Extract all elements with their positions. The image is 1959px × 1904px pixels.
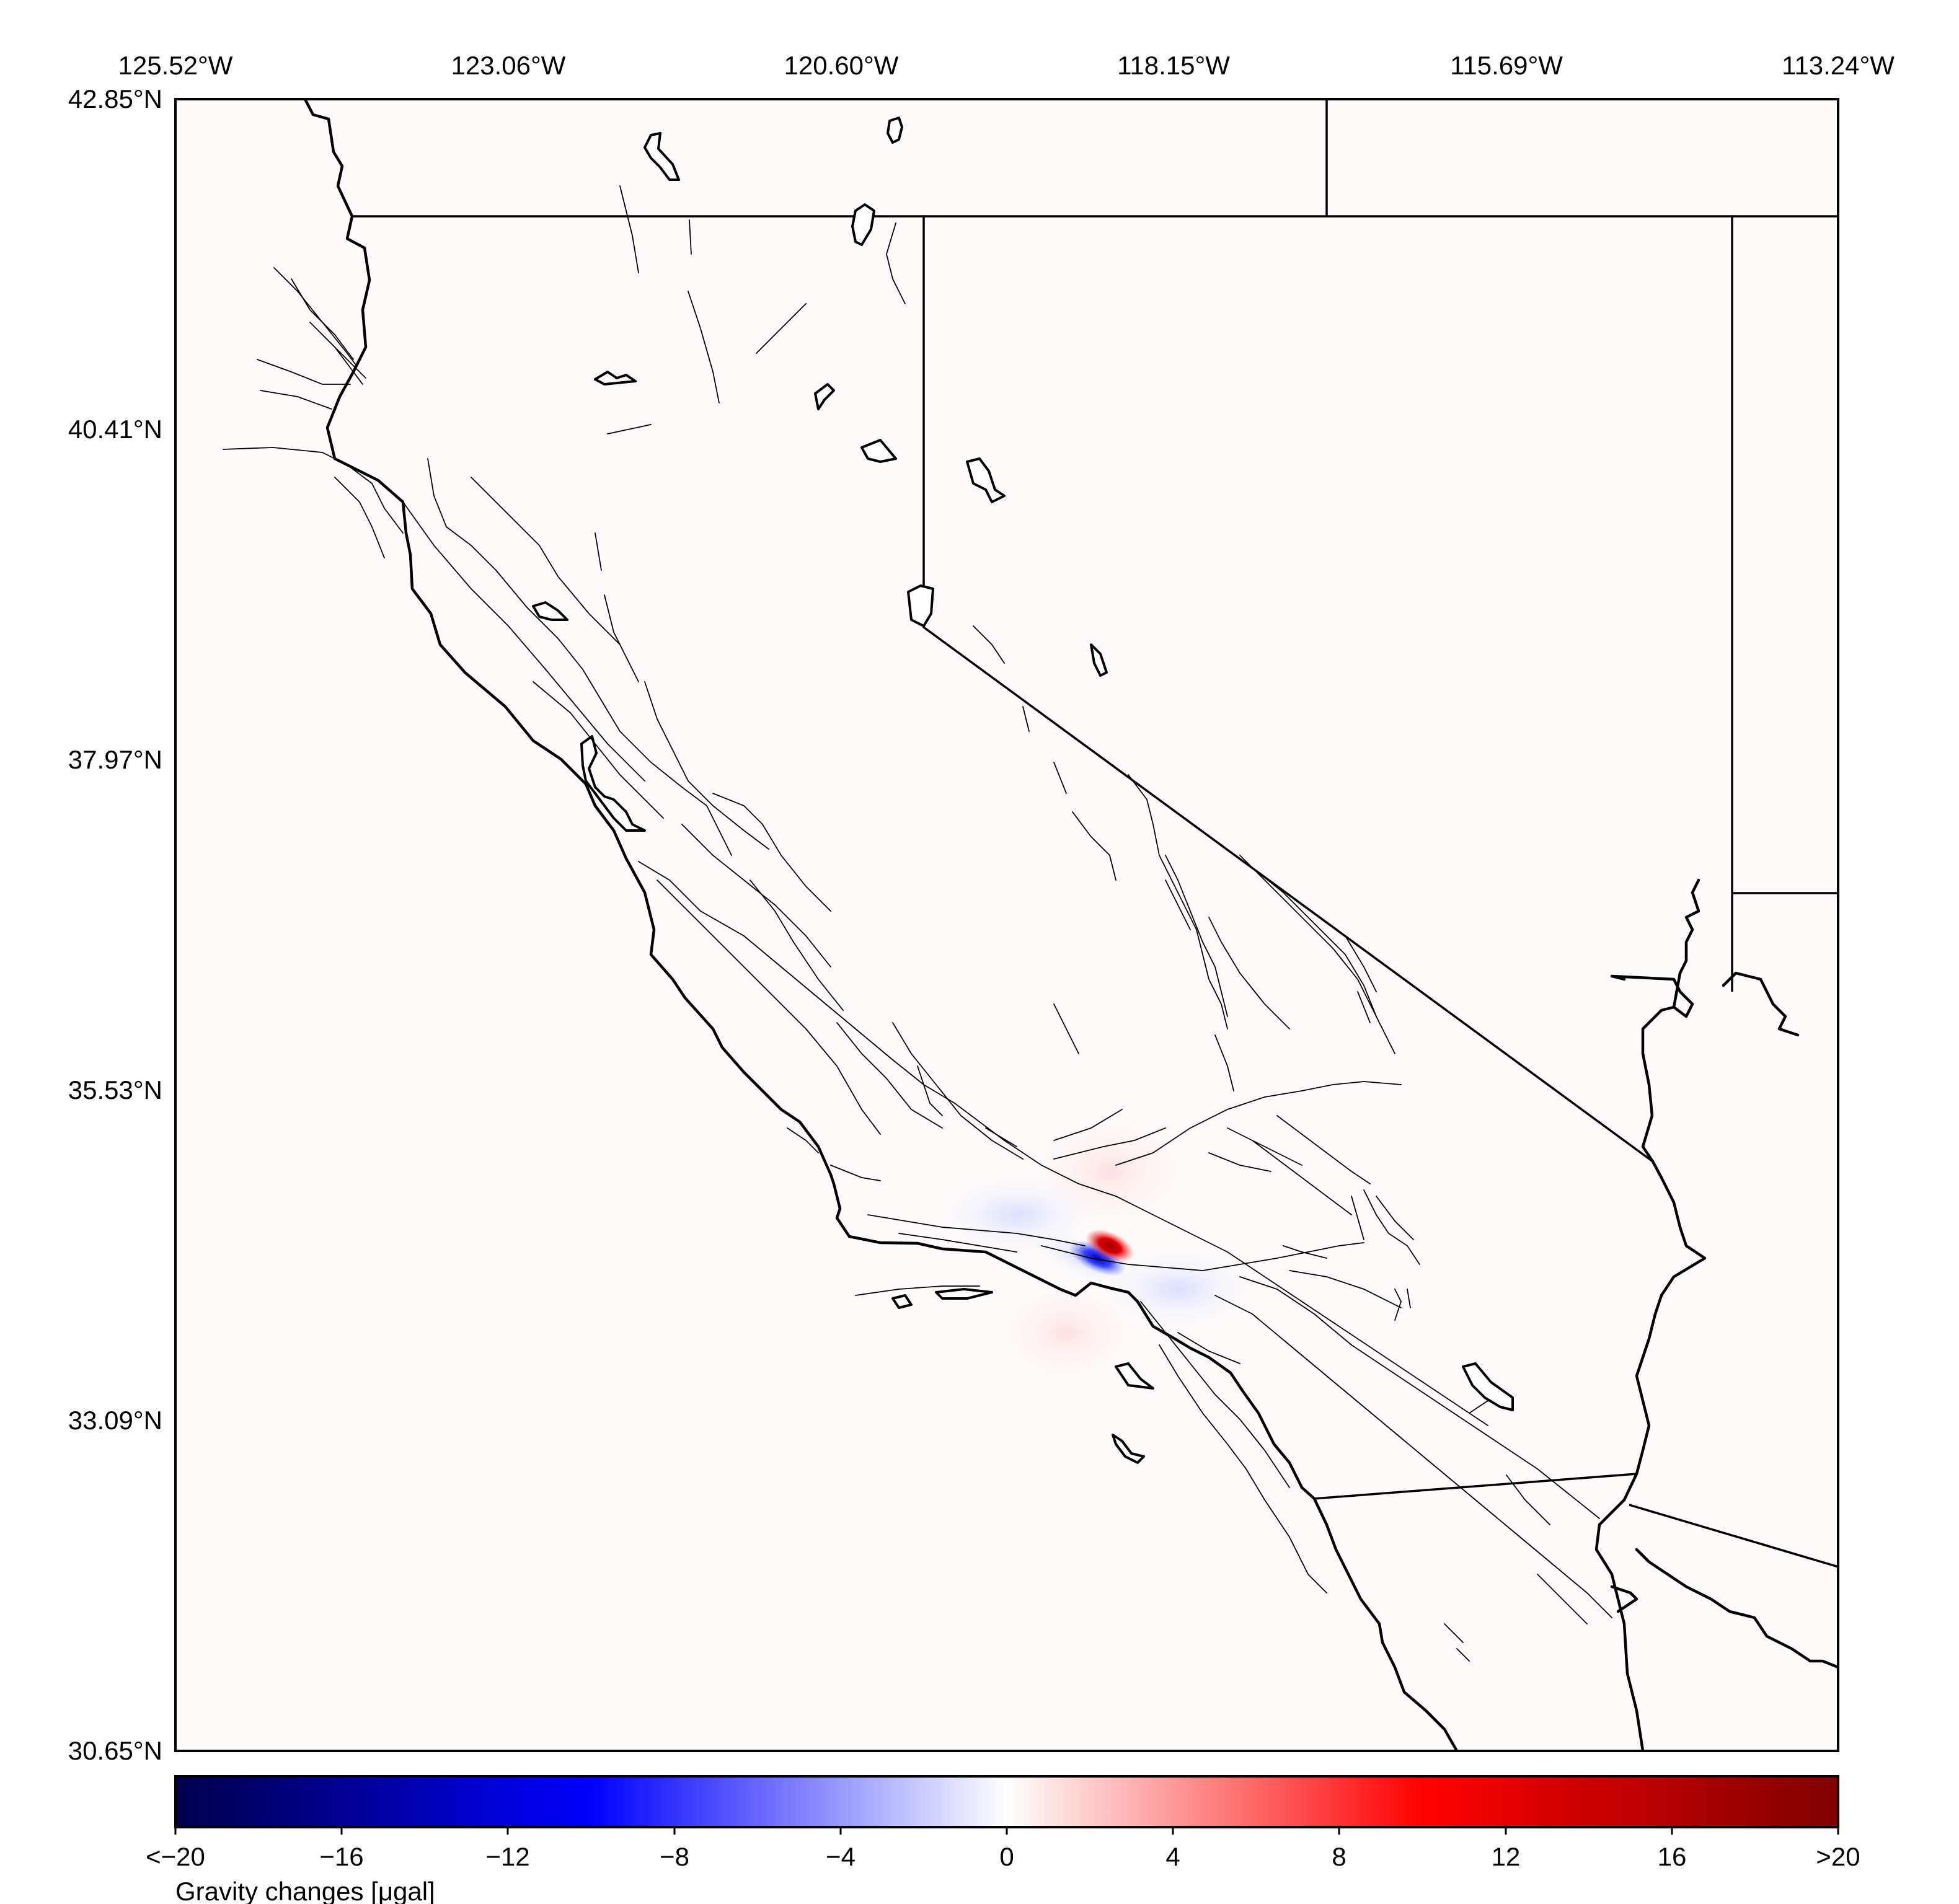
colorbar-tick-label: >20 — [1816, 1842, 1860, 1871]
colorbar-tick-label: 0 — [999, 1842, 1014, 1871]
anomaly-negative-lobe — [1068, 1240, 1126, 1277]
islands-and-lakes — [532, 117, 1514, 1464]
lon-tick-label: 118.15°W — [1117, 51, 1230, 80]
colorbar-gradient — [174, 1775, 1839, 1828]
colorbar-tick-label: 16 — [1658, 1842, 1687, 1871]
colorbar: <−20 −16 −12 −8 −4 0 4 8 12 16 >20 Gravi… — [146, 1775, 1860, 1904]
map-frame — [174, 98, 1839, 1752]
colorbar-label: Gravity changes [μgal] — [175, 1877, 435, 1904]
lat-tick-label: 30.65°N — [68, 1736, 162, 1765]
anomaly-positive-lobe — [1085, 1229, 1134, 1263]
lat-tick-label: 33.09°N — [68, 1406, 162, 1435]
faults — [223, 185, 1612, 1662]
latitude-axis: 42.85°N 40.41°N 37.97°N 35.53°N 33.09°N … — [68, 84, 162, 1765]
lat-tick-label: 35.53°N — [68, 1075, 162, 1104]
colorbar-tick-label: −16 — [319, 1842, 363, 1871]
colorbar-tick-label: 4 — [1165, 1842, 1180, 1871]
colorbar-tick-label: 12 — [1492, 1842, 1521, 1871]
colorbar-tick-label: −4 — [826, 1842, 856, 1871]
colorbar-tick-label: <−20 — [146, 1842, 205, 1871]
colorbar-ticks — [174, 1827, 1839, 1835]
map-background — [175, 99, 1838, 1751]
colorbar-tick-label: −12 — [485, 1842, 529, 1871]
colorbar-tick-label: 8 — [1332, 1842, 1346, 1871]
lon-tick-label: 123.06°W — [451, 51, 566, 80]
colorbar-tick-label: −8 — [660, 1842, 689, 1871]
lon-tick-label: 115.69°W — [1450, 51, 1563, 80]
lat-tick-label: 42.85°N — [68, 84, 162, 113]
coastline — [303, 99, 1838, 1751]
lat-tick-label: 37.97°N — [68, 745, 162, 774]
longitude-axis: 125.52°W 123.06°W 120.60°W 118.15°W 115.… — [118, 51, 1895, 80]
lon-tick-label: 120.60°W — [784, 51, 899, 80]
lat-tick-label: 40.41°N — [68, 415, 162, 444]
lon-tick-label: 125.52°W — [118, 51, 233, 80]
state-borders — [352, 99, 1838, 1568]
lon-tick-label: 113.24°W — [1782, 51, 1895, 80]
